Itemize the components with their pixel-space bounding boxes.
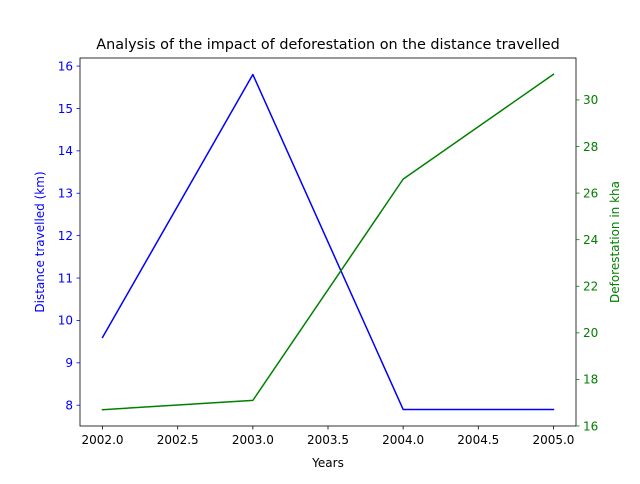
y-right-tick-label: 18 (583, 373, 598, 387)
x-tick-label: 2002.5 (157, 433, 199, 447)
y-left-tick-label: 8 (65, 399, 73, 413)
y-left-tick-label: 15 (58, 102, 73, 116)
y-left-tick-label: 11 (58, 271, 73, 285)
y-left-tick-label: 12 (58, 229, 73, 243)
x-axis-label: Years (311, 456, 344, 470)
y-left-tick-label: 14 (58, 144, 73, 158)
y-left-tick-label: 10 (58, 314, 73, 328)
x-axis: 2002.0 2002.5 2003.0 2003.5 2004.0 2004.5 2005… (82, 426, 574, 447)
y-right-tick-label: 20 (583, 326, 598, 340)
x-tick-label: 2002.0 (82, 433, 124, 447)
y-right-tick-label: 28 (583, 140, 598, 154)
y-right-tick-label: 24 (583, 233, 598, 247)
y-left-tick-label: 13 (58, 187, 73, 201)
y-left-tick-label: 9 (65, 356, 73, 370)
x-tick-label: 2004.5 (457, 433, 499, 447)
y-right-axis: 16 18 20 22 24 26 28 30 (576, 93, 598, 433)
x-tick-label: 2003.5 (307, 433, 349, 447)
y-right-axis-label: Deforestation in kha (608, 181, 622, 303)
y-right-tick-label: 30 (583, 93, 598, 107)
x-tick-label: 2003.0 (232, 433, 274, 447)
y-right-tick-label: 26 (583, 186, 598, 200)
x-tick-label: 2005.0 (532, 433, 574, 447)
deforestation-series-line (101, 73, 555, 411)
series-layer (101, 73, 555, 411)
y-right-tick-label: 22 (583, 280, 598, 294)
distance-series-line (101, 73, 555, 411)
y-left-axis-label: Distance travelled (km) (33, 171, 47, 312)
chart-title: Analysis of the impact of deforestation … (96, 37, 559, 53)
y-right-tick-label: 16 (583, 419, 598, 433)
y-left-axis: 8 9 10 11 12 13 14 15 16 (58, 59, 80, 413)
y-left-tick-label: 16 (58, 59, 73, 73)
x-tick-label: 2004.0 (382, 433, 424, 447)
